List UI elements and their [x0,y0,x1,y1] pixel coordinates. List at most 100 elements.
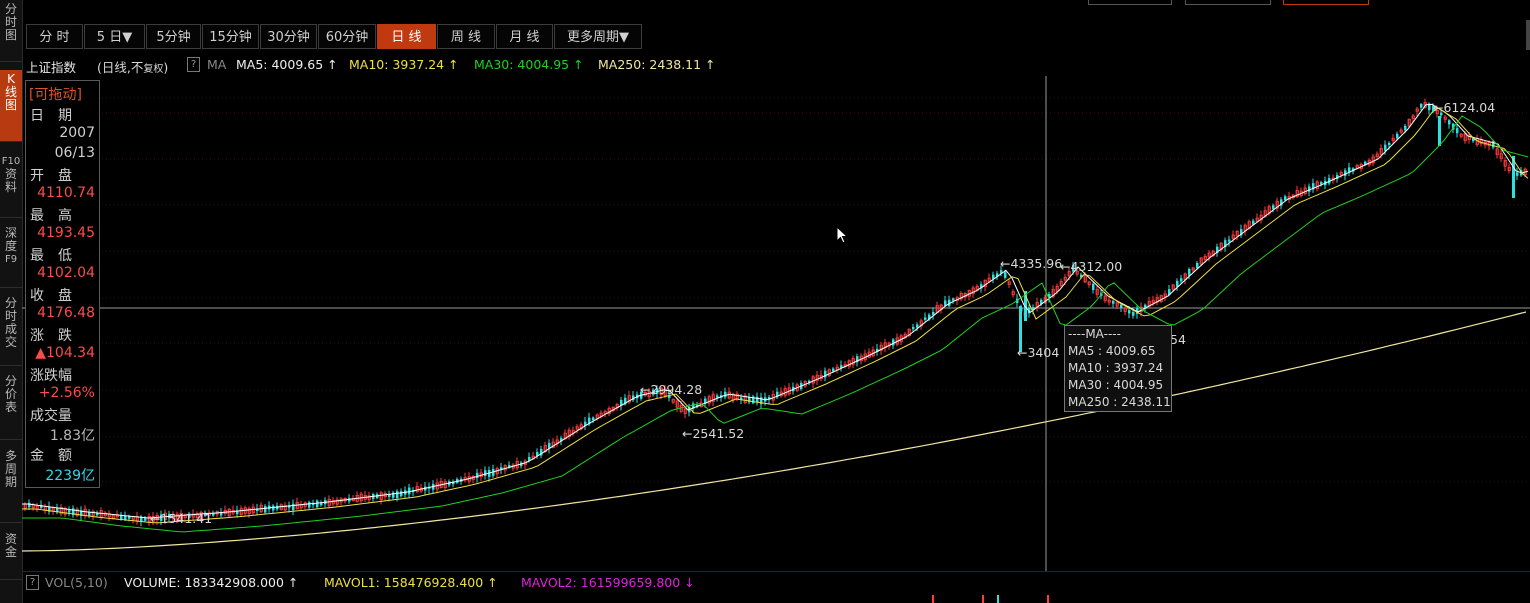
candle-body-up [1503,159,1507,167]
candle-body-down [588,417,591,425]
period-button-9[interactable]: 更多周期▼ [554,24,642,49]
candle-body-down [1420,104,1423,108]
candle-body-down [1240,229,1243,236]
candle-body-up [1275,200,1279,209]
bar-info-panel[interactable]: [可拖动] 日 期 2007 06/13 开 盘 4110.74 最 高 419… [25,80,100,488]
sidebar-tab-0[interactable]: 分时图 [0,0,22,62]
period-button-8[interactable]: 月 线 [496,24,553,49]
candle-body-up [827,369,831,376]
volume-value: 1.83亿 [49,428,95,444]
candle-body-down [320,502,323,506]
candle-body-down [748,397,751,403]
candle-body-down [996,273,999,277]
mavol2-value: MAVOL2: 161599659.800 ↓ [521,575,695,590]
candle-body-up [1055,285,1059,292]
candle-body-down [1388,142,1391,145]
candle-body-down [396,491,399,499]
candle-body-up [1443,116,1447,120]
candle-body-up [151,516,155,522]
candle-body-down [1196,262,1199,269]
top-button-1[interactable] [1088,0,1172,5]
candle-body-up [959,292,963,300]
period-button-7[interactable]: 周 线 [437,24,495,49]
sidebar-tab-5[interactable]: 分价表 [0,372,22,440]
period-subtitle-suffix: ) [163,60,169,75]
period-button-3[interactable]: 15分钟 [202,24,259,49]
candle-body-up [91,511,95,516]
candle-body-down [288,505,291,508]
candle-body-down [756,396,759,403]
candle-body-up [663,388,667,396]
low-d-label: ←1541.41 [150,511,212,526]
candle-body-down [724,391,727,398]
candle-body-down [560,437,563,442]
candle-body-down [236,510,239,515]
candle-body-up [1075,270,1079,275]
top-button-3[interactable] [1283,0,1369,5]
candle-body-down-long [1024,291,1027,321]
period-subtitle-small: 复权 [143,64,164,75]
candle-body-down [892,339,895,346]
candle-body-down [68,510,71,513]
high-b-label: ←4312.00 [1060,259,1122,274]
candle-body-up [191,513,195,518]
date-label: 日 期 [30,108,72,124]
period-button-0[interactable]: 分 时 [26,24,83,49]
vertical-scrollbar[interactable] [1526,20,1530,50]
sidebar-tab-6[interactable]: 多周期 [0,447,22,523]
candle-body-up [1035,302,1039,309]
high-label: 最 高 [30,208,72,224]
candle-body-down [1128,310,1131,314]
candle-body-down [1176,280,1179,287]
candle-body-down [72,508,75,516]
ma250-line [22,311,1527,552]
candle-body-up [1255,217,1259,222]
candle-body-down [876,348,879,353]
sidebar-tab-4[interactable]: 分时成交 [0,294,22,366]
high-a-label: ←4335.96 [1000,256,1062,271]
candle-body-down [536,451,539,457]
sidebar-tab-3[interactable]: 深度 F9 [0,224,22,288]
draggable-label[interactable]: [可拖动] [29,87,82,103]
candle-body-down [592,417,595,421]
period-button-5[interactable]: 60分钟 [318,24,376,49]
sidebar-tab-char: 时 [4,15,17,29]
candle-body-down [272,505,275,511]
candle-body-up [1199,257,1203,265]
sidebar-tab-2[interactable]: F10 资料 [0,152,22,218]
period-button-1[interactable]: 5 日▼ [84,24,145,49]
sidebar-tab-char: 分 [4,2,17,16]
candle-body-down [204,512,207,516]
candle-body-up [239,508,243,516]
left-tab-bar: 分时图 K 线图 F10 资料深度 F9 分时成交分价表多周期资金 [0,0,23,603]
volume-bar [1047,595,1049,603]
candle-body-up [743,395,747,403]
top-button-2[interactable] [1185,0,1271,5]
kline-chart[interactable]: ←6124.04 ←4335.96←4312.00 ←3404 54 ←2994.28 ←… [22,76,1530,571]
candle-body-down [808,380,811,384]
candle-body-down [96,513,99,516]
ma5-line [22,103,1529,519]
period-button-2[interactable]: 5分钟 [146,24,201,49]
sidebar-tab-7[interactable]: 资金 [0,530,22,580]
period-button-6[interactable]: 日 线 [377,24,436,49]
candle-body-down [308,502,311,508]
candle-body-down [500,467,503,470]
candle-body-up [1115,302,1119,307]
candle-body-up [415,486,419,492]
candle-body-down [856,356,859,363]
candle-body-up [1203,256,1207,260]
low-a-label: ←3404 [1017,345,1059,360]
candle-body-down [1144,304,1147,309]
candle-body-down [1448,120,1451,125]
ma-help-button[interactable]: ? [187,57,200,72]
period-button-4[interactable]: 30分钟 [260,24,317,49]
candle-body-down [924,317,927,320]
sidebar-tab-char: 交 [4,335,17,349]
vol-help-button[interactable]: ? [26,575,39,590]
candle-body-down [584,421,587,427]
ma10-line [22,107,1529,524]
candle-body-down [948,299,951,306]
candle-body-down [188,513,191,519]
